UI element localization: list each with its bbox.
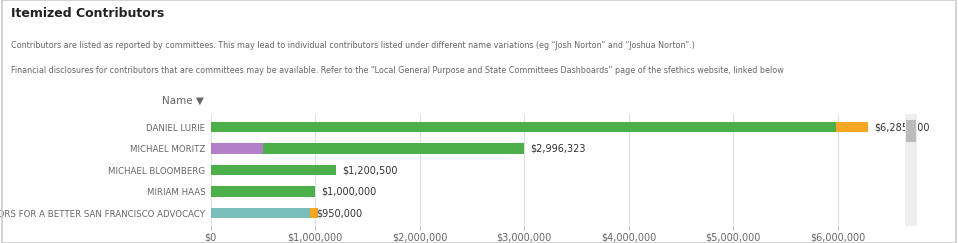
Bar xyxy=(836,122,868,132)
Bar xyxy=(211,186,315,197)
Bar xyxy=(211,143,263,154)
Text: Contributors are listed as reported by committees. This may lead to individual c: Contributors are listed as reported by c… xyxy=(11,41,696,50)
Bar xyxy=(906,120,916,142)
Bar xyxy=(211,208,310,218)
Bar xyxy=(263,143,524,154)
Text: $2,996,323: $2,996,323 xyxy=(530,144,585,154)
Text: $1,000,000: $1,000,000 xyxy=(322,187,376,197)
Text: Financial disclosures for contributors that are committees may be available. Ref: Financial disclosures for contributors t… xyxy=(11,66,785,75)
Text: Name ▼: Name ▼ xyxy=(162,95,204,105)
Bar xyxy=(211,165,336,175)
Text: Itemized Contributors: Itemized Contributors xyxy=(11,7,165,20)
Text: $950,000: $950,000 xyxy=(316,208,362,218)
Text: $6,285,000: $6,285,000 xyxy=(874,122,929,132)
Text: $1,200,500: $1,200,500 xyxy=(343,165,398,175)
Bar xyxy=(211,122,836,132)
Bar xyxy=(310,208,318,218)
